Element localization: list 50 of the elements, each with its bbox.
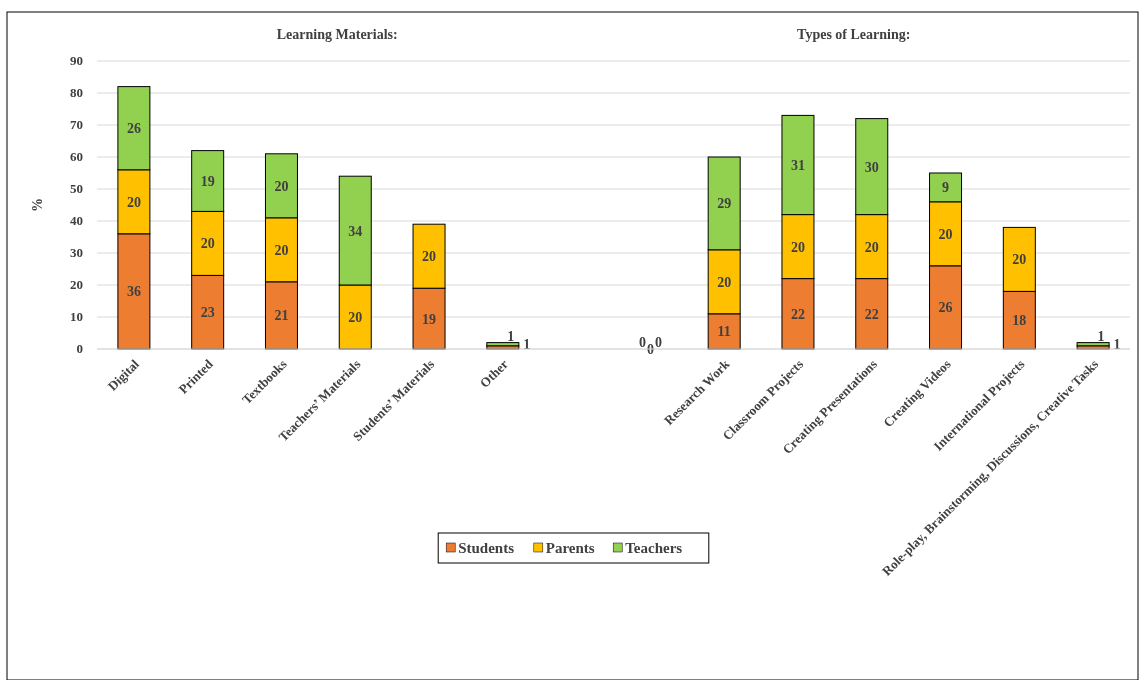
y-tick-label: 30 [70,245,83,260]
y-tick-label: 20 [70,277,83,292]
y-tick-label: 60 [70,149,83,164]
data-label: 31 [790,158,805,173]
data-label: 1 [523,337,531,352]
data-label: 20 [790,239,805,255]
data-label: 11 [717,324,731,340]
data-label: 20 [938,226,953,242]
legend-label: Teachers [625,540,683,556]
data-label: 21 [274,308,289,324]
data-label: 20 [274,242,289,258]
data-label: 20 [274,178,289,194]
data-label: 18 [1012,313,1027,329]
data-label: 20 [717,274,732,290]
data-label: 0 [638,335,646,350]
data-label: 26 [938,300,953,316]
data-label: 0 [646,342,654,357]
data-label: 26 [126,121,141,137]
data-label: 9 [942,180,950,196]
data-label: 19 [200,174,215,189]
data-label: 30 [864,159,879,175]
data-label: 1 [1113,337,1121,352]
data-label: 22 [864,306,879,322]
data-label: 0 [654,335,662,350]
y-tick-label: 90 [70,53,83,68]
data-label: 19 [422,311,437,327]
y-tick-label: 50 [70,181,83,196]
data-label: 20 [348,310,363,325]
data-label: 23 [200,305,215,321]
data-label: 20 [200,236,215,252]
data-label: 22 [790,306,805,322]
text: Types of Learning: [797,27,911,42]
y-tick-label: 10 [70,309,83,324]
legend-label: Students [458,540,515,556]
y-tick-label: 70 [70,117,83,132]
y-tick-label: 40 [70,213,83,228]
data-label: 1 [507,328,515,344]
data-label: 1 [1097,328,1105,344]
y-tick-label: 0 [76,341,83,356]
y-axis-title: % [30,198,45,212]
data-label: 34 [348,223,363,239]
text: Learning Materials: [276,27,398,42]
data-label: 20 [864,239,879,255]
data-label: 20 [1012,252,1027,268]
data-label: 36 [126,284,141,300]
y-tick-label: 80 [70,85,83,100]
data-label: 20 [422,249,437,265]
data-label: 20 [126,194,141,210]
data-label: 29 [717,196,732,212]
legend-label: Parents [545,540,595,556]
